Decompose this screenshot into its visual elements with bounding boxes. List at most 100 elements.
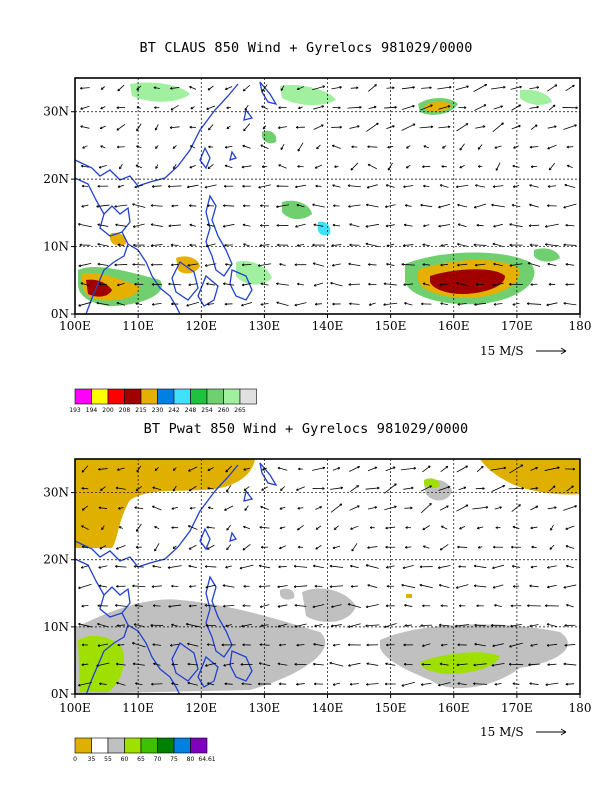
wind-arrow [493, 105, 503, 110]
panel2-title: BT Pwat 850 Wind + Gyrelocs 981029/0000 [143, 421, 469, 437]
wind-arrow [296, 282, 304, 286]
wind-arrow [565, 682, 575, 686]
wind-arrow [403, 486, 414, 490]
wind-arrow [155, 145, 159, 149]
shaded-region [424, 101, 452, 113]
wind-arrow [365, 604, 379, 609]
wind-arrow [526, 302, 542, 306]
wind-arrow [441, 525, 448, 530]
wind-arrow [544, 604, 559, 608]
wind-arrow [117, 243, 125, 247]
wind-arrow [385, 466, 396, 472]
coastline [229, 150, 238, 161]
wind-arrow [152, 643, 162, 647]
wind-arrow [421, 302, 432, 306]
wind-arrow [528, 663, 540, 667]
wind-arrow [404, 302, 413, 306]
wind-arrow [365, 624, 380, 628]
wind-arrow [262, 125, 267, 130]
wind-arrow [456, 504, 469, 512]
wind-arrow [529, 624, 539, 628]
wind-arrow [224, 505, 234, 511]
wind-arrow [98, 282, 107, 286]
wind-arrow [547, 204, 557, 208]
wind-arrow [368, 84, 377, 92]
wind-arrow [350, 162, 359, 171]
wind-arrow [118, 506, 124, 510]
wind-arrow [475, 487, 485, 490]
wind-arrow [154, 543, 160, 552]
wind-arrow [168, 604, 182, 608]
wind-arrow [457, 302, 467, 306]
wind-arrow [331, 144, 341, 149]
wind-arrow [366, 122, 379, 132]
wind-arrow [189, 164, 196, 169]
wind-arrow [98, 565, 108, 569]
wind-arrow [134, 282, 144, 286]
wind-arrow [97, 262, 109, 266]
wind-arrow [400, 466, 416, 471]
legend-swatch [173, 737, 191, 754]
wind-arrow [169, 126, 180, 129]
wind-arrow [529, 105, 539, 109]
wind-arrow [329, 564, 344, 568]
wind-arrow [239, 564, 254, 570]
wind-arrow [100, 106, 106, 110]
wind-arrow [529, 184, 539, 188]
wind-arrow [204, 184, 217, 189]
wind-arrow [153, 86, 160, 90]
wind-arrow [206, 223, 215, 227]
wind-arrow [456, 663, 468, 667]
wind-arrow [136, 145, 142, 149]
wind-arrow [384, 682, 396, 686]
wind-arrow [294, 263, 307, 267]
coastline [75, 558, 129, 694]
wind-arrow [276, 223, 289, 227]
lon-label: 110E [122, 701, 154, 715]
wind-arrow [510, 545, 522, 549]
lat-label: 10N [43, 620, 69, 634]
wind-arrow [494, 145, 502, 149]
wind-arrow [171, 204, 179, 208]
wind-arrow [171, 584, 179, 588]
legend-swatch [91, 737, 109, 754]
wind-arrow [78, 301, 92, 307]
wind-arrow [530, 565, 538, 569]
wind-arrow [367, 584, 378, 588]
wind-arrow [277, 585, 288, 589]
wind-arrow [493, 262, 503, 267]
legend-swatch [91, 388, 109, 405]
wind-arrow [512, 185, 520, 188]
coastline [229, 531, 238, 542]
coastline [199, 527, 211, 551]
wind-arrow [508, 662, 524, 666]
wind-arrow [187, 662, 198, 666]
wind-arrow [403, 223, 413, 227]
wind-arrow [527, 262, 541, 267]
wind-arrow [81, 184, 89, 188]
wind-arrow [152, 604, 161, 608]
wind-arrow [565, 467, 576, 471]
wind-arrow [81, 487, 89, 490]
wind-arrow [189, 243, 196, 247]
wind-arrow [276, 184, 289, 188]
wind-arrow [117, 467, 125, 471]
wind-arrow [98, 164, 107, 169]
wind-arrow [171, 663, 178, 666]
wind-arrow [206, 282, 216, 286]
lon-label: 150E [375, 319, 407, 333]
wind-arrow [315, 184, 322, 188]
wind-arrow [332, 643, 340, 647]
wind-arrow [170, 104, 179, 111]
wind-arrow [100, 145, 106, 149]
wind-arrow [312, 203, 325, 208]
wind-arrow [512, 525, 520, 530]
wind-arrow [493, 223, 503, 228]
wind-arrow [258, 564, 271, 569]
wind-arrow [330, 486, 343, 490]
wind-arrow [565, 564, 574, 569]
coastline [171, 261, 199, 301]
wind-arrow [350, 584, 358, 588]
wind-arrow [81, 204, 89, 208]
wind-arrow [347, 184, 361, 188]
